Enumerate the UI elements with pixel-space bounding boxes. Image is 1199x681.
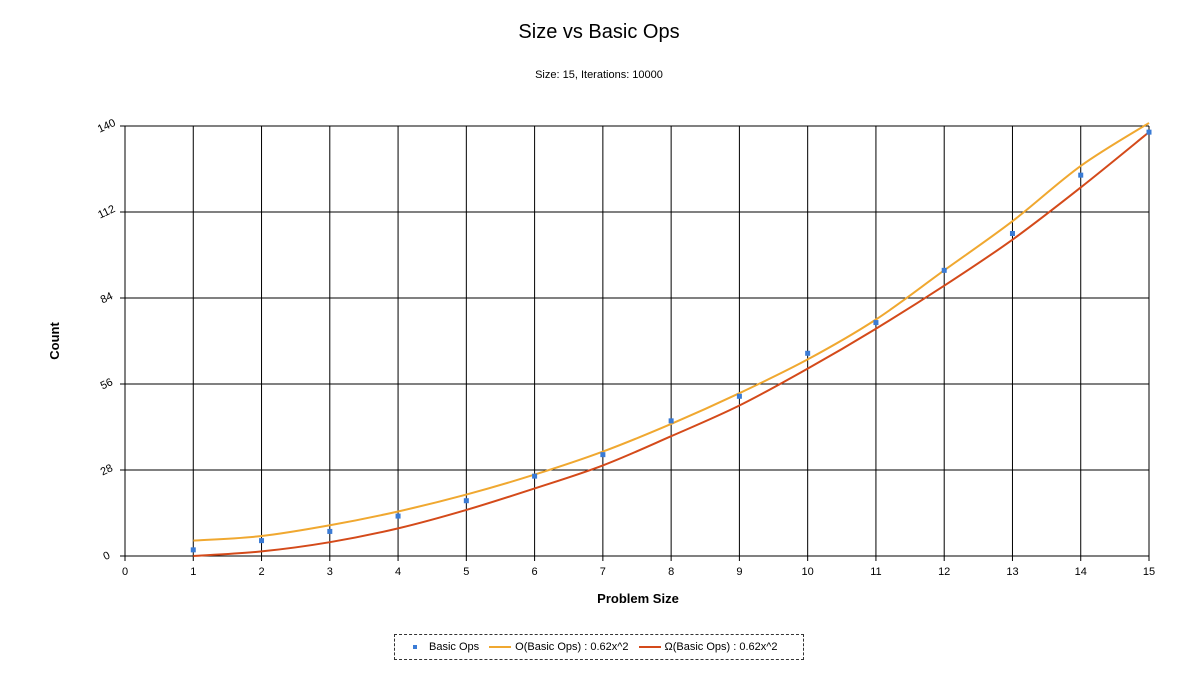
data-point-basic-ops xyxy=(463,498,469,504)
data-point-basic-ops xyxy=(327,528,333,534)
data-point-basic-ops xyxy=(805,350,811,356)
y-tick-label: 140 xyxy=(96,117,118,136)
data-point-basic-ops xyxy=(941,267,947,273)
data-point-basic-ops xyxy=(1078,172,1084,178)
series-line-lower-bound xyxy=(193,131,1150,557)
y-tick-label: 112 xyxy=(96,203,117,221)
legend-label: O(Basic Ops) : 0.62x^2 xyxy=(515,641,629,653)
x-tick-label: 0 xyxy=(122,566,128,578)
y-tick-label: 0 xyxy=(101,550,112,563)
data-point-basic-ops xyxy=(668,418,674,424)
x-axis-ticks: 0 1 2 3 4 5 6 7 8 9 10 11 12 13 14 15 xyxy=(122,566,1155,578)
legend-item-upper-bound: O(Basic Ops) : 0.62x^2 xyxy=(489,641,629,653)
x-tick-label: 2 xyxy=(258,566,264,578)
y-tick-label: 84 xyxy=(99,290,115,306)
legend-item-lower-bound: Ω(Basic Ops) : 0.62x^2 xyxy=(638,641,778,653)
legend-line-upper-bound xyxy=(489,646,512,648)
legend-label: Basic Ops xyxy=(429,641,480,653)
x-tick-label: 14 xyxy=(1075,566,1087,578)
data-point-basic-ops xyxy=(736,393,742,399)
x-tick-label: 7 xyxy=(600,566,606,578)
x-tick-label: 8 xyxy=(668,566,674,578)
legend-line-lower-bound xyxy=(638,646,661,648)
data-point-basic-ops xyxy=(532,473,538,479)
legend-item-basic-ops: Basic Ops xyxy=(409,641,479,653)
series-lines xyxy=(193,122,1150,557)
x-tick-label: 5 xyxy=(463,566,469,578)
y-tick-label: 28 xyxy=(99,462,115,478)
chart-title: Size vs Basic Ops xyxy=(518,21,679,43)
data-point-basic-ops xyxy=(873,320,879,326)
x-tick-label: 11 xyxy=(870,566,881,578)
legend-label: Ω(Basic Ops) : 0.62x^2 xyxy=(664,641,778,653)
chart-subtitle: Size: 15, Iterations: 10000 xyxy=(535,69,663,81)
y-axis-ticks: 0 28 56 84 112 140 xyxy=(96,117,118,563)
x-axis-label: Problem Size xyxy=(597,591,679,606)
data-point-basic-ops xyxy=(190,547,196,553)
x-tick-label: 1 xyxy=(190,566,196,578)
x-tick-label: 3 xyxy=(327,566,333,578)
series-line-upper-bound xyxy=(193,122,1150,542)
data-point-basic-ops xyxy=(600,452,606,458)
legend: Basic Ops O(Basic Ops) : 0.62x^2 Ω(Basic… xyxy=(394,634,804,660)
y-axis-label: Count xyxy=(47,322,62,360)
x-tick-label: 13 xyxy=(1006,566,1018,578)
x-tick-label: 10 xyxy=(802,566,814,578)
x-tick-label: 6 xyxy=(532,566,538,578)
x-tick-label: 4 xyxy=(395,566,401,578)
y-tick-label: 56 xyxy=(99,376,115,392)
data-point-basic-ops xyxy=(395,513,401,519)
data-point-basic-ops xyxy=(259,538,265,544)
x-tick-label: 12 xyxy=(938,566,950,578)
legend-marker-basic-ops xyxy=(413,645,417,649)
data-point-basic-ops xyxy=(1146,129,1152,135)
x-tick-label: 9 xyxy=(736,566,742,578)
grid xyxy=(120,125,1150,561)
data-point-basic-ops xyxy=(1009,231,1015,236)
x-tick-label: 15 xyxy=(1143,566,1155,578)
series-points xyxy=(190,129,1152,553)
